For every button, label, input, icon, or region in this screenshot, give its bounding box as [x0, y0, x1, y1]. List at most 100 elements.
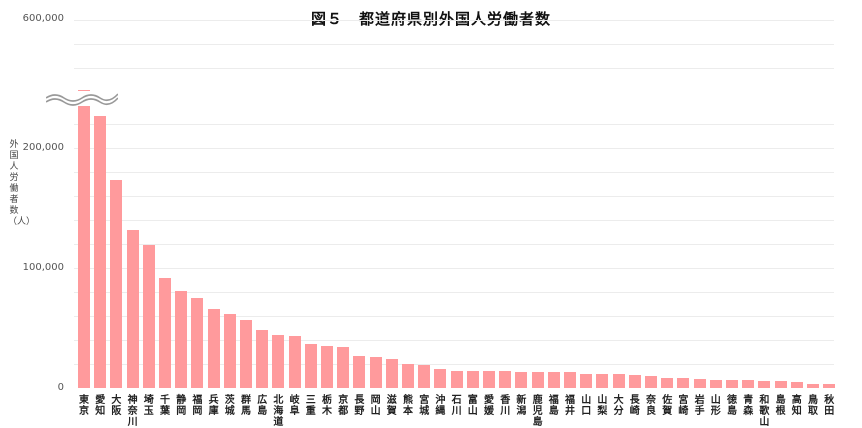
axis-break-icon — [46, 92, 118, 106]
x-tick-label: 奈良 — [644, 395, 658, 417]
bar-栃木 — [321, 346, 333, 388]
bar-群馬 — [240, 320, 252, 388]
x-tick-label: 愛知 — [93, 395, 107, 417]
bar-奈良 — [645, 376, 657, 388]
bar-山梨 — [596, 374, 608, 388]
x-tick-label: 鹿児島 — [531, 395, 545, 428]
bar-宮城 — [418, 365, 430, 388]
x-tick-label: 京都 — [336, 395, 350, 417]
gridline — [74, 244, 834, 245]
gridline — [74, 292, 834, 293]
x-tick-label: 長野 — [352, 395, 366, 417]
bar-静岡 — [175, 291, 187, 388]
bar-宮崎 — [677, 378, 689, 388]
bar-長崎 — [629, 375, 641, 388]
bar-沖縄 — [434, 369, 446, 388]
x-tick-label: 大阪 — [109, 395, 123, 417]
bar-岩手 — [694, 379, 706, 388]
x-tick-label: 岩手 — [693, 395, 707, 417]
bar-大阪 — [110, 180, 122, 388]
gridline — [74, 148, 834, 149]
bar-佐賀 — [661, 378, 673, 388]
gridline — [74, 124, 834, 125]
x-tick-label: 千葉 — [158, 395, 172, 417]
bar-岐阜 — [289, 336, 301, 388]
bar-石川 — [451, 371, 463, 388]
bar-福岡 — [191, 298, 203, 388]
gridline — [74, 340, 834, 341]
bar-広島 — [256, 330, 268, 388]
bar-高知 — [791, 382, 803, 388]
bar-岡山 — [370, 357, 382, 388]
bar-和歌山 — [758, 381, 770, 388]
bar-埼玉 — [143, 245, 155, 388]
x-tick-label: 熊本 — [401, 395, 415, 417]
bar-熊本 — [402, 364, 414, 388]
x-tick-label: 静岡 — [174, 395, 188, 417]
chart-title-text: 図５ 都道府県別外国人労働者数 — [305, 10, 557, 28]
x-tick-label: 新潟 — [514, 395, 528, 417]
bar-福井 — [564, 372, 576, 388]
gridline — [74, 364, 834, 365]
bar-滋賀 — [386, 359, 398, 388]
bar-秋田 — [823, 384, 835, 388]
x-tick-label: 沖縄 — [433, 395, 447, 417]
bar-大分 — [613, 374, 625, 388]
bar-徳島 — [726, 380, 738, 388]
bar-山形 — [710, 380, 722, 388]
x-tick-label: 富山 — [466, 395, 480, 417]
x-tick-label: 石川 — [450, 395, 464, 417]
x-tick-label: 和歌山 — [757, 395, 771, 428]
x-tick-label: 青森 — [741, 395, 755, 417]
x-tick-label: 高知 — [790, 395, 804, 417]
x-tick-label: 鳥取 — [806, 395, 820, 417]
bar-山口 — [580, 374, 592, 388]
x-tick-label: 香川 — [498, 395, 512, 417]
y-axis-label: 外国人労働者数（人） — [8, 140, 20, 228]
x-tick-label: 福井 — [563, 395, 577, 417]
x-tick-label: 北海道 — [271, 395, 285, 428]
gridline — [74, 316, 834, 317]
x-tick-label: 兵庫 — [207, 395, 221, 417]
x-tick-label: 福島 — [547, 395, 561, 417]
gridline — [74, 44, 834, 45]
bar-香川 — [499, 371, 511, 388]
x-tick-label: 佐賀 — [660, 395, 674, 417]
bar-京都 — [337, 347, 349, 388]
gridline — [74, 196, 834, 197]
x-tick-label: 滋賀 — [385, 395, 399, 417]
x-tick-label: 茨城 — [223, 395, 237, 417]
x-tick-label: 栃木 — [320, 395, 334, 417]
bar-北海道 — [272, 335, 284, 388]
bar-愛知 — [94, 116, 106, 388]
bar-茨城 — [224, 314, 236, 388]
bar-島根 — [775, 381, 787, 388]
bar-新潟 — [515, 372, 527, 388]
bar-千葉 — [159, 278, 171, 388]
x-tick-label: 神奈川 — [126, 395, 140, 428]
y-tick-200000: 200,000 — [0, 142, 64, 153]
gridline — [74, 172, 834, 173]
x-tick-label: 山梨 — [595, 395, 609, 417]
bar-福島 — [548, 372, 560, 388]
x-tick-label: 島根 — [774, 395, 788, 417]
y-tick-100000: 100,000 — [0, 262, 64, 273]
bar-神奈川 — [127, 230, 139, 388]
gridline — [74, 268, 834, 269]
x-tick-label: 徳島 — [725, 395, 739, 417]
x-tick-label: 東京 — [77, 395, 91, 417]
x-tick-label: 大分 — [612, 395, 626, 417]
bar-愛媛 — [483, 371, 495, 388]
x-tick-label: 岐阜 — [288, 395, 302, 417]
y-tick-600000: 600,000 — [0, 13, 64, 24]
gridline — [74, 20, 834, 21]
x-tick-label: 宮崎 — [676, 395, 690, 417]
x-tick-label: 三重 — [304, 395, 318, 417]
x-tick-label: 広島 — [255, 395, 269, 417]
y-tick-0: 0 — [0, 382, 64, 393]
x-tick-label: 岡山 — [369, 395, 383, 417]
bar-鹿児島 — [532, 372, 544, 388]
bar-東京 — [78, 106, 90, 388]
x-tick-label: 長崎 — [628, 395, 642, 417]
bar-三重 — [305, 344, 317, 388]
